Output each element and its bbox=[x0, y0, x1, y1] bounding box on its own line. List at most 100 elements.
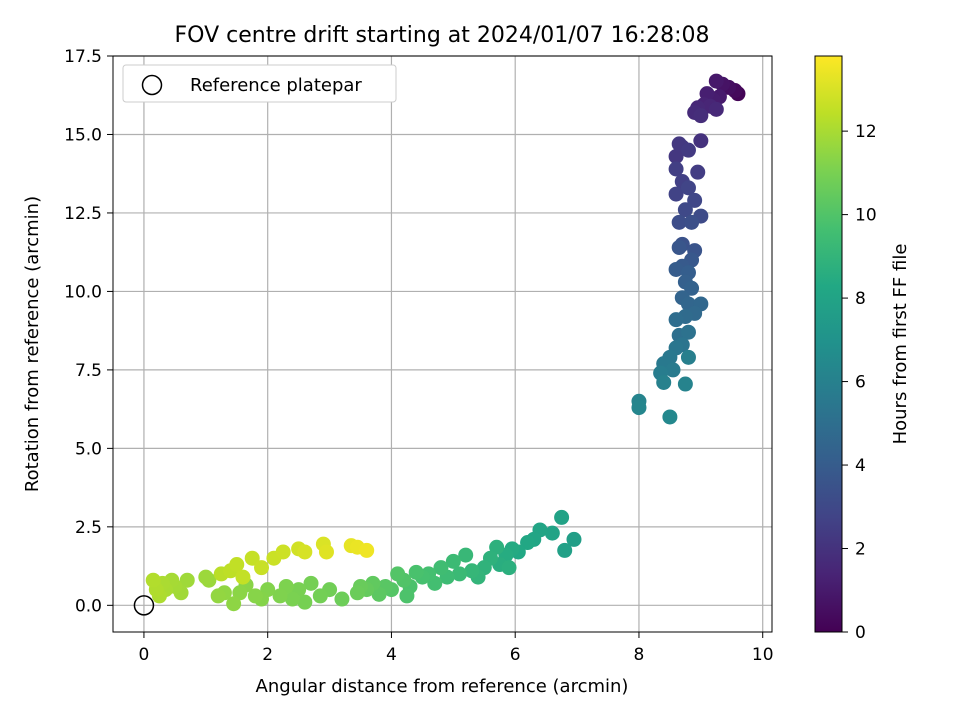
colorbar-gradient bbox=[814, 55, 843, 633]
data-point bbox=[520, 535, 536, 551]
data-point bbox=[229, 557, 245, 573]
data-point bbox=[668, 186, 684, 202]
data-point bbox=[297, 544, 313, 560]
data-point bbox=[684, 280, 700, 296]
data-point bbox=[680, 349, 696, 365]
colorbar: 0 2 4 6 8 10 12 Hours from first FF file bbox=[814, 55, 911, 643]
data-point bbox=[349, 585, 365, 601]
data-point bbox=[226, 596, 242, 612]
y-tick-label: 5.0 bbox=[75, 439, 102, 459]
data-point bbox=[297, 594, 313, 610]
data-point bbox=[232, 585, 248, 601]
data-point bbox=[408, 564, 424, 580]
data-point bbox=[275, 544, 291, 560]
y-tick-label: 15.0 bbox=[64, 125, 102, 145]
data-point bbox=[680, 324, 696, 340]
data-point bbox=[489, 539, 505, 555]
data-point bbox=[662, 409, 678, 425]
colorbar-tick-label: 12 bbox=[855, 122, 877, 142]
data-point bbox=[501, 560, 517, 576]
data-point bbox=[631, 400, 647, 416]
data-point bbox=[693, 108, 709, 124]
data-point bbox=[544, 525, 560, 541]
x-tick-label: 4 bbox=[386, 645, 397, 665]
legend-reference-marker bbox=[141, 74, 163, 96]
data-point bbox=[668, 312, 684, 328]
data-point bbox=[334, 591, 350, 607]
data-point bbox=[665, 362, 681, 378]
data-point bbox=[668, 148, 684, 164]
data-point bbox=[566, 531, 582, 547]
colorbar-tick-label: 4 bbox=[855, 456, 866, 476]
y-tick-label: 7.5 bbox=[75, 361, 102, 381]
data-point bbox=[244, 550, 260, 566]
colorbar-tick-label: 10 bbox=[855, 206, 877, 226]
y-tick-label: 2.5 bbox=[75, 518, 102, 538]
data-point bbox=[656, 374, 672, 390]
data-point bbox=[433, 560, 449, 576]
data-points bbox=[133, 73, 746, 616]
data-point bbox=[680, 142, 696, 158]
data-point bbox=[390, 566, 406, 582]
legend-box bbox=[122, 64, 397, 103]
data-point bbox=[359, 542, 375, 558]
y-tick-label: 17.5 bbox=[64, 47, 102, 67]
plot-frame bbox=[112, 55, 773, 633]
colorbar-tick-label: 2 bbox=[855, 540, 866, 560]
data-point bbox=[371, 586, 387, 602]
data-point bbox=[145, 572, 161, 588]
data-point bbox=[312, 588, 328, 604]
data-point bbox=[198, 569, 214, 585]
data-point bbox=[557, 542, 573, 558]
legend-entry-label: Reference platepar bbox=[190, 75, 362, 96]
data-point bbox=[445, 553, 461, 569]
chart-title: FOV centre drift starting at 2024/01/07 … bbox=[175, 23, 710, 48]
data-point bbox=[671, 239, 687, 255]
colorbar-tick-label: 0 bbox=[855, 623, 866, 643]
data-point bbox=[677, 376, 693, 392]
data-point bbox=[677, 202, 693, 218]
y-tick-label: 10.0 bbox=[64, 282, 102, 302]
x-tick-label: 2 bbox=[262, 645, 273, 665]
data-point bbox=[708, 101, 724, 117]
x-tick-label: 10 bbox=[752, 645, 774, 665]
data-point bbox=[254, 560, 270, 576]
axis-ticks: 0 2 4 6 8 10 0.0 2.5 5.0 7.5 10.0 12.5 15.0 17.5 bbox=[64, 47, 773, 665]
data-point bbox=[458, 547, 474, 563]
data-point bbox=[680, 180, 696, 196]
data-point bbox=[399, 588, 415, 604]
data-point bbox=[247, 588, 263, 604]
data-point bbox=[668, 161, 684, 177]
data-point bbox=[179, 572, 195, 588]
data-point bbox=[303, 575, 319, 591]
y-tick-label: 0.0 bbox=[75, 596, 102, 616]
x-tick-label: 0 bbox=[139, 645, 150, 665]
x-axis-label: Angular distance from reference (arcmin) bbox=[256, 676, 629, 697]
data-point bbox=[318, 544, 334, 560]
data-point bbox=[690, 164, 706, 180]
data-point bbox=[554, 509, 570, 525]
legend: Reference platepar bbox=[122, 64, 397, 103]
colorbar-tick-label: 6 bbox=[855, 373, 866, 393]
y-tick-label: 12.5 bbox=[64, 204, 102, 224]
data-point bbox=[235, 569, 251, 585]
colorbar-tick-label: 8 bbox=[855, 289, 866, 309]
data-point bbox=[671, 214, 687, 230]
data-point bbox=[684, 214, 700, 230]
x-tick-label: 8 bbox=[634, 645, 645, 665]
data-point bbox=[452, 566, 468, 582]
x-tick-label: 6 bbox=[510, 645, 521, 665]
data-point bbox=[687, 192, 703, 208]
data-point bbox=[708, 73, 724, 89]
data-point bbox=[464, 563, 480, 579]
colorbar-label: Hours from first FF file bbox=[890, 244, 911, 445]
reference-platepar-marker bbox=[133, 595, 155, 616]
data-point bbox=[693, 133, 709, 149]
data-point bbox=[210, 588, 226, 604]
data-point bbox=[284, 591, 300, 607]
data-point bbox=[272, 588, 288, 604]
colorbar-ticks: 0 2 4 6 8 10 12 bbox=[842, 122, 877, 643]
y-axis-label: Rotation from reference (arcmin) bbox=[22, 196, 43, 492]
